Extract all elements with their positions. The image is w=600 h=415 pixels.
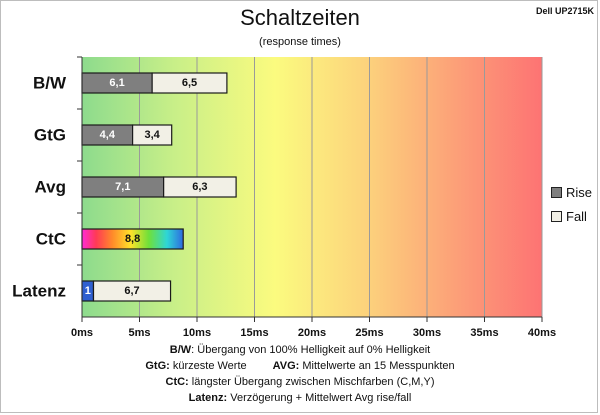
x-tick-label: 0ms — [71, 327, 93, 339]
data-label-latency-avg: 6,7 — [124, 285, 139, 297]
bar-latency-avg — [92, 280, 172, 302]
data-label-rise: 7,1 — [115, 181, 130, 193]
data-labels: 6,1 6,5 4,4 3,4 7,1 6,3 8,8 1 6,7 — [85, 77, 208, 297]
data-label-fall: 6,5 — [182, 77, 197, 89]
footnote-bw: B/W: Übergang von 100% Helligkeit auf 0%… — [169, 344, 431, 356]
y-category-label: GtG — [34, 126, 66, 145]
x-tick-label: 30ms — [413, 327, 441, 339]
legend-item-rise: Rise — [551, 180, 592, 204]
x-tick-label: 35ms — [470, 327, 498, 339]
y-category-label: B/W — [33, 74, 67, 93]
bar-fall — [163, 176, 237, 198]
bar-fall — [132, 124, 173, 146]
data-label-latency-delay: 1 — [85, 285, 91, 297]
x-tick-label: 15ms — [240, 327, 268, 339]
data-label-fall: 3,4 — [145, 129, 161, 141]
axes: 0ms 5ms 10ms 15ms 20ms 25ms 30ms 35ms 40ms B/W GtG… — [12, 56, 556, 339]
legend-label-fall: Fall — [566, 208, 587, 224]
data-label-rise: 4,4 — [100, 129, 116, 141]
bar-fall — [151, 72, 228, 94]
monitor-model-label: Dell UP2715K — [535, 6, 594, 16]
data-label-fall: 6,3 — [192, 181, 207, 193]
chart-title: Schaltzeiten — [240, 5, 360, 30]
legend-item-fall: Fall — [551, 204, 592, 228]
chart-subtitle: (response times) — [259, 36, 341, 48]
x-tick-label: 20ms — [298, 327, 326, 339]
legend-swatch-fall — [551, 210, 562, 222]
data-label-rise: 6,1 — [109, 77, 124, 89]
legend: Rise Fall — [551, 180, 592, 228]
x-tick-label: 25ms — [355, 327, 383, 339]
y-category-label: Avg — [35, 178, 67, 197]
data-label-ctc: 8,8 — [125, 233, 140, 245]
footnote-gtg-avg: GtG: kürzeste Werte AVG: Mittelwerte an 1… — [145, 360, 455, 372]
y-category-label: CtC — [36, 230, 66, 249]
footnotes: B/W: Übergang von 100% Helligkeit auf 0%… — [0, 342, 600, 406]
x-tick-label: 40ms — [528, 327, 556, 339]
legend-swatch-rise — [551, 186, 562, 198]
bars — [81, 72, 237, 302]
x-tick-label: 10ms — [183, 327, 211, 339]
legend-label-rise: Rise — [566, 184, 593, 200]
x-tick-label: 5ms — [128, 327, 150, 339]
footnote-ctc: CtC: längster Übergang zwischen Mischfar… — [165, 376, 435, 388]
y-category-label: Latenz — [12, 282, 66, 301]
footnote-latenz: Latenz: Verzögerung + Mittelwert Avg ris… — [188, 392, 412, 404]
